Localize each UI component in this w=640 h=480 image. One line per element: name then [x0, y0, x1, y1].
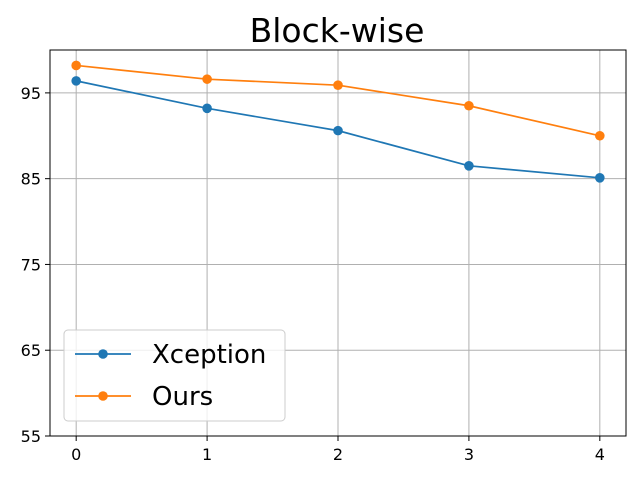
data-point-xception — [71, 76, 81, 86]
data-point-ours — [595, 130, 605, 141]
x-tick-label: 2 — [333, 445, 343, 464]
legend-marker-ours — [98, 391, 108, 401]
y-tick-label: 55 — [21, 427, 41, 446]
y-tick-label: 85 — [21, 170, 41, 189]
data-point-xception — [202, 103, 212, 114]
legend-box — [63, 329, 286, 422]
x-tick-label: 4 — [595, 445, 605, 464]
legend-label-xception: Xception — [152, 340, 266, 370]
data-point-ours — [71, 60, 81, 71]
legend: Xception Ours — [63, 329, 286, 422]
data-point-xception — [464, 161, 474, 171]
legend-label-ours: Ours — [152, 382, 213, 412]
axis-ticks: 0 1 2 3 4 55 65 75 85 95 — [21, 84, 605, 464]
data-point-xception — [333, 125, 343, 136]
data-point-ours — [333, 80, 343, 90]
chart-title: Block-wise — [250, 11, 425, 50]
x-tick-label: 1 — [202, 445, 212, 464]
x-tick-label: 3 — [464, 445, 474, 464]
data-point-ours — [202, 74, 212, 84]
legend-marker-xception — [98, 349, 108, 359]
y-tick-label: 65 — [21, 341, 41, 360]
x-tick-label: 0 — [71, 445, 81, 464]
data-point-ours — [464, 100, 474, 111]
y-tick-label: 95 — [21, 84, 41, 103]
series-lines — [71, 60, 605, 183]
y-tick-label: 75 — [21, 255, 41, 274]
data-point-xception — [595, 173, 605, 183]
